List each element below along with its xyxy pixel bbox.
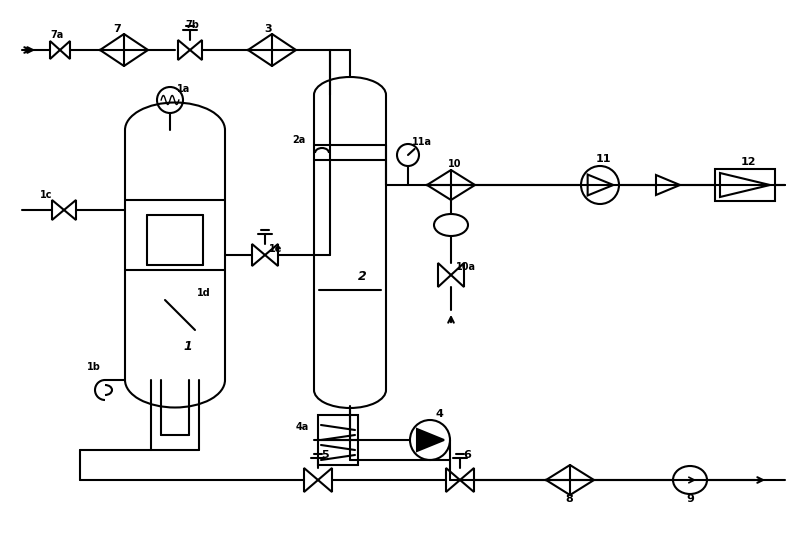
- Text: 3: 3: [264, 24, 272, 34]
- Text: 7: 7: [113, 24, 121, 34]
- Bar: [318, 415, 358, 465]
- Text: 1: 1: [183, 340, 192, 353]
- Text: 7b: 7b: [185, 20, 199, 30]
- Text: 6: 6: [463, 450, 471, 460]
- Text: 12: 12: [741, 157, 757, 167]
- Text: 4: 4: [435, 409, 443, 419]
- Text: 8: 8: [565, 494, 573, 504]
- Text: 1a: 1a: [177, 84, 190, 94]
- Text: 1e: 1e: [269, 244, 282, 254]
- Text: 10a: 10a: [456, 262, 476, 272]
- Text: 1d: 1d: [197, 288, 210, 298]
- Text: 11a: 11a: [412, 137, 432, 147]
- Text: 10: 10: [448, 159, 462, 169]
- Text: 4a: 4a: [296, 422, 310, 432]
- Text: 1c: 1c: [40, 190, 53, 200]
- Text: 7a: 7a: [50, 30, 63, 40]
- Text: 9: 9: [686, 494, 694, 504]
- Polygon shape: [417, 429, 444, 451]
- Text: 1b: 1b: [87, 362, 101, 372]
- Text: 2: 2: [358, 270, 366, 283]
- Bar: [715, 169, 775, 201]
- Text: 2a: 2a: [292, 135, 306, 145]
- Text: 11: 11: [596, 154, 611, 164]
- Text: 5: 5: [321, 450, 329, 460]
